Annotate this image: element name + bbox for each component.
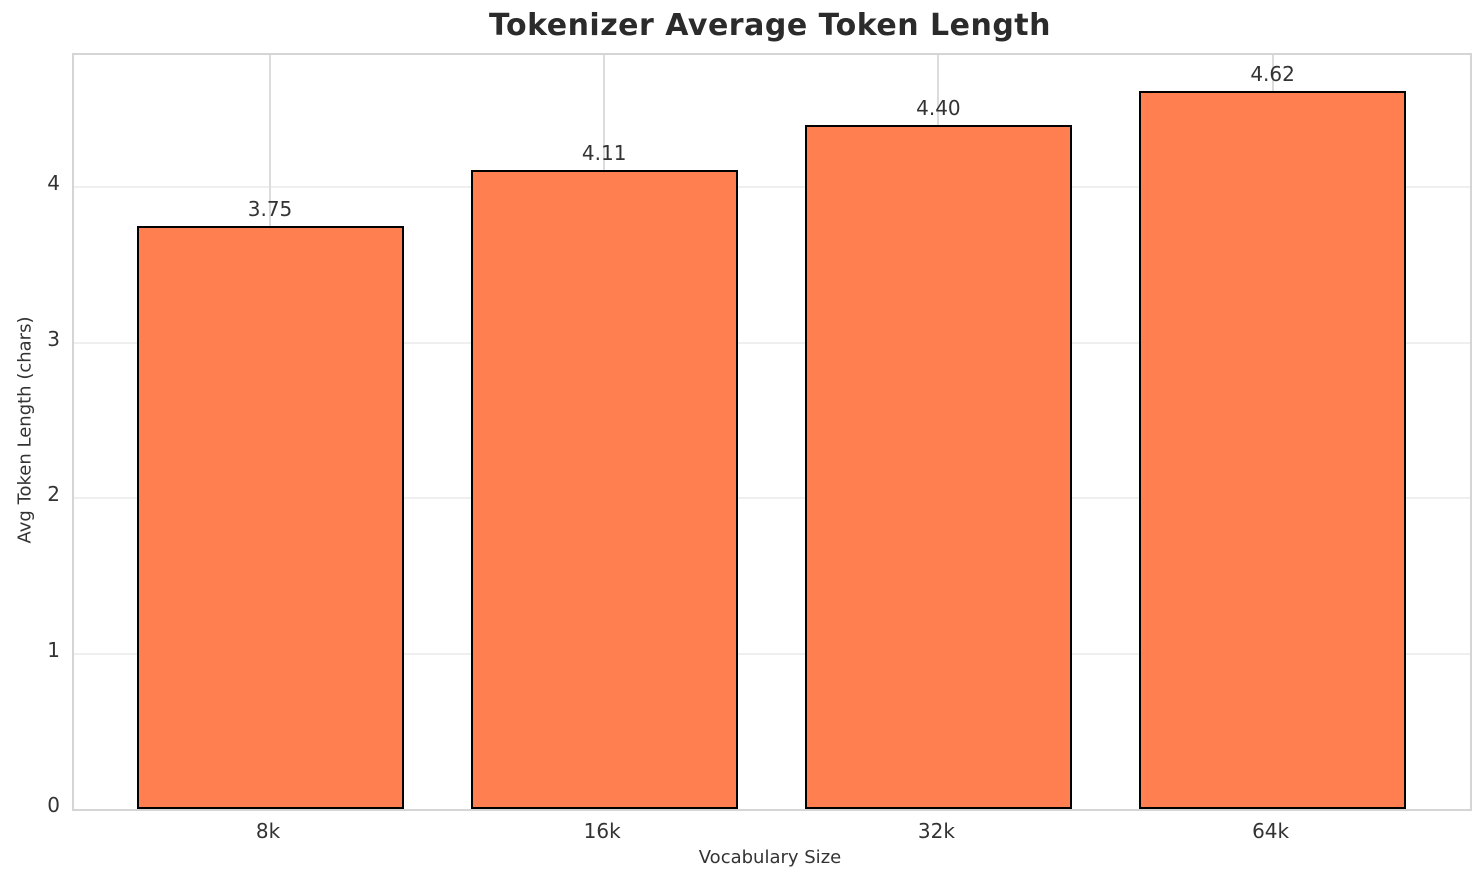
x-tick-label-8k: 8k <box>255 819 281 843</box>
x-tick-label-64k: 64k <box>1252 819 1290 843</box>
bar-32k <box>804 124 1072 809</box>
chart-title: Tokenizer Average Token Length <box>488 8 1051 43</box>
y-axis-label: Avg Token Length (chars) <box>14 316 36 544</box>
x-tick-label-32k: 32k <box>917 819 955 843</box>
bar-value-label: 4.62 <box>1250 61 1295 86</box>
bar-64k <box>1139 90 1407 809</box>
y-tick-label: 0 <box>47 793 60 817</box>
y-tick-label: 2 <box>47 482 60 507</box>
bar-16k <box>470 170 738 809</box>
horizontal-gridline <box>74 497 1470 500</box>
y-tick-label: 1 <box>47 637 60 662</box>
horizontal-gridline <box>74 652 1470 655</box>
bar-value-label: 4.40 <box>916 95 961 120</box>
x-axis-label: Vocabulary Size <box>698 847 842 868</box>
horizontal-gridline <box>74 186 1470 189</box>
bar-value-label: 3.75 <box>247 197 293 222</box>
x-tick-label-16k: 16k <box>583 819 621 843</box>
horizontal-gridline <box>74 341 1470 344</box>
y-tick-label: 3 <box>47 326 60 351</box>
y-tick-label: 4 <box>47 171 60 196</box>
plot-area: 3.75 4.11 4.40 4.62 <box>72 53 1472 811</box>
bar-8k <box>136 226 404 809</box>
bar-value-label: 4.11 <box>581 141 627 166</box>
